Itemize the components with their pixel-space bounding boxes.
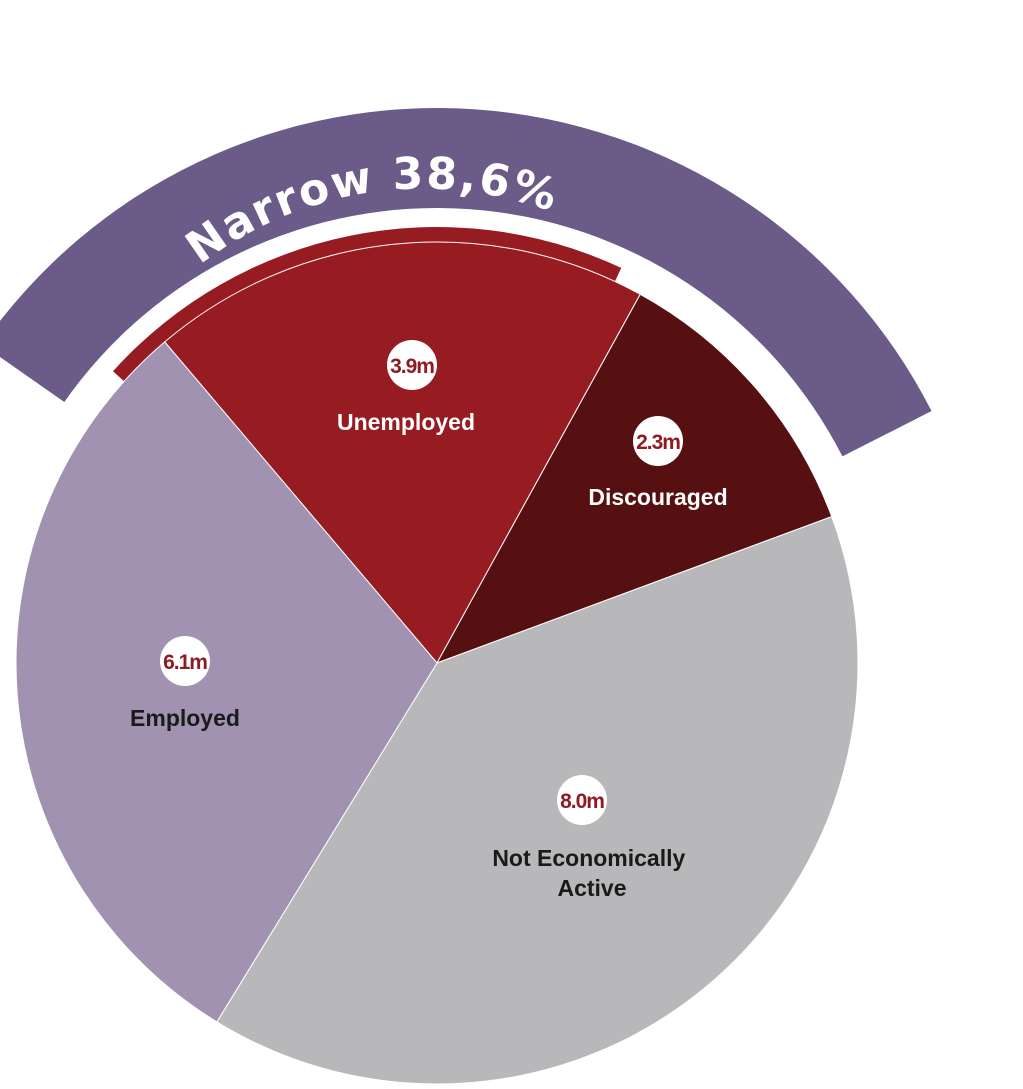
value-label-unemployed: 3.9m — [390, 355, 434, 378]
value-badge-discouraged — [633, 416, 683, 466]
value-label-employed: 6.1m — [163, 651, 207, 674]
value-badge-not-economically-active — [557, 775, 607, 825]
slice-employed — [15, 341, 438, 1023]
slice-label-not-economically-active-line-1: Not Economically — [492, 845, 685, 871]
value-label-discouraged: 2.3m — [636, 431, 680, 454]
slice-unemployed — [163, 241, 641, 664]
slice-label-not-economically-active: Not Economically Active — [492, 845, 691, 901]
value-badge-unemployed — [387, 340, 437, 390]
slice-label-not-economically-active-line-2: Active — [557, 875, 626, 901]
slice-label-discouraged: Discouraged — [588, 484, 727, 510]
expanded-unemployment-band — [0, 108, 932, 457]
slice-not-economically-active — [216, 515, 859, 1085]
slice-discouraged — [435, 293, 833, 664]
slice-label-unemployed: Unemployed — [337, 409, 475, 435]
value-label-not-economically-active: 8.0m — [560, 790, 604, 813]
slice-label-employed: Employed — [130, 705, 240, 731]
pie-slices — [15, 241, 859, 1085]
value-badge-employed — [160, 636, 210, 686]
